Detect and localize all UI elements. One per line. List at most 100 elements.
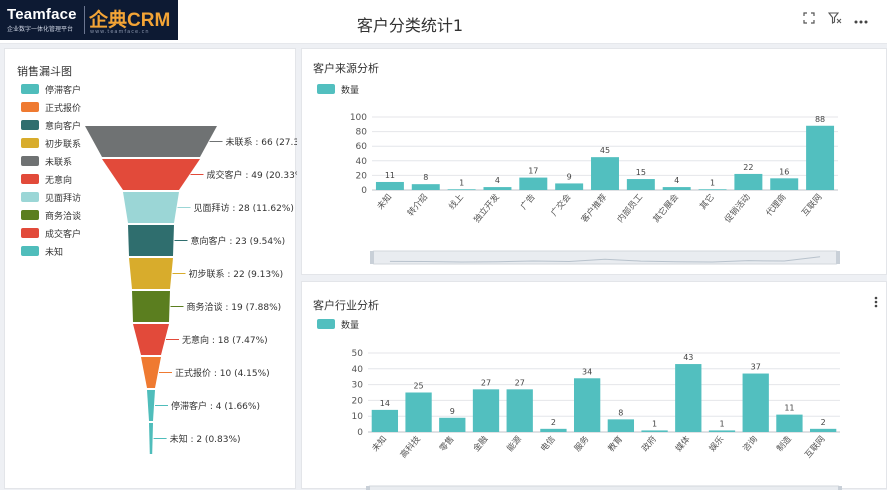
x-tick-label: 服务 — [572, 433, 592, 453]
legend-swatch — [21, 156, 39, 166]
panel-more-icon[interactable] — [874, 296, 878, 310]
bar-value-label: 88 — [815, 115, 825, 124]
legend-swatch — [21, 120, 39, 130]
x-tick-label: 内部员工 — [615, 191, 646, 224]
bar[interactable] — [375, 181, 404, 190]
funnel-segment[interactable] — [133, 324, 169, 355]
legend-item[interactable]: 未知 — [21, 242, 81, 260]
bar[interactable] — [506, 389, 533, 432]
funnel-label: 成交客户 : 49 (20.33%) — [207, 169, 298, 181]
funnel-segment[interactable] — [85, 126, 217, 157]
legend-item[interactable]: 正式报价 — [21, 98, 81, 116]
bar[interactable] — [698, 189, 727, 190]
legend-item[interactable]: 意向客户 — [21, 116, 81, 134]
bar[interactable] — [447, 189, 476, 190]
datazoom-handle-left[interactable] — [366, 486, 370, 490]
bar[interactable] — [708, 430, 736, 432]
bar-value-label: 8 — [423, 173, 428, 182]
x-tick-label: 代理商 — [764, 192, 789, 219]
funnel-segment[interactable] — [149, 423, 153, 454]
legend-label: 停滞客户 — [45, 85, 82, 96]
app-header: Teamface 企业数字一体化管理平台 企典CRM www.teamface.… — [0, 0, 887, 44]
bar-value-label: 11 — [784, 404, 794, 413]
bar[interactable] — [675, 364, 702, 432]
bar[interactable] — [483, 187, 512, 190]
legend-item[interactable]: 无意向 — [21, 170, 81, 188]
more-icon[interactable] — [852, 12, 870, 30]
funnel-segment[interactable] — [147, 390, 155, 421]
bar[interactable] — [573, 378, 601, 432]
bar[interactable] — [806, 125, 835, 190]
funnel-segment[interactable] — [141, 357, 161, 388]
datazoom-handle-left[interactable] — [370, 251, 374, 264]
y-tick-label: 10 — [352, 412, 364, 422]
datazoom-handle-right[interactable] — [838, 486, 842, 490]
legend-label: 数量 — [341, 85, 360, 96]
fullscreen-icon[interactable] — [800, 12, 818, 30]
bar-value-label: 22 — [743, 163, 753, 172]
legend-label: 未知 — [45, 247, 64, 258]
funnel-segment[interactable] — [132, 291, 170, 322]
y-tick-label: 80 — [356, 128, 368, 138]
filter-icon[interactable] — [826, 12, 844, 30]
legend-item[interactable]: 停滞客户 — [21, 80, 81, 98]
x-tick-label: 金融 — [471, 433, 491, 453]
y-tick-label: 0 — [357, 428, 363, 438]
industry-legend-item[interactable]: 数量 — [317, 315, 359, 333]
x-tick-label: 互联网 — [800, 193, 824, 219]
bar[interactable] — [770, 178, 799, 190]
legend-swatch — [317, 319, 335, 329]
bar[interactable] — [809, 428, 837, 432]
legend-label: 未联系 — [45, 157, 73, 168]
legend-item[interactable]: 商务洽谈 — [21, 206, 81, 224]
bar[interactable] — [662, 187, 691, 190]
legend-item[interactable]: 未联系 — [21, 152, 81, 170]
bar[interactable] — [734, 173, 763, 190]
industry-title: 客户行业分析 — [313, 299, 379, 312]
teamface-logo[interactable]: Teamface 企业数字一体化管理平台 企典CRM www.teamface.… — [0, 0, 178, 40]
x-tick-label: 客户推荐 — [579, 191, 610, 224]
funnel-label: 初步联系 : 22 (9.13%) — [189, 268, 284, 280]
bar[interactable] — [591, 157, 619, 190]
bar[interactable] — [411, 184, 440, 190]
bar[interactable] — [626, 179, 655, 190]
x-tick-label: 电信 — [538, 433, 558, 453]
funnel-segment[interactable] — [102, 159, 200, 190]
bar[interactable] — [776, 414, 803, 432]
bar[interactable] — [519, 177, 548, 190]
bar-value-label: 1 — [710, 178, 715, 187]
legend-item[interactable]: 初步联系 — [21, 134, 81, 152]
logo-url: www.teamface.cn — [90, 29, 150, 35]
legend-label: 意向客户 — [45, 121, 82, 132]
funnel-label: 停滞客户 : 4 (1.66%) — [171, 400, 260, 412]
bar-value-label: 27 — [515, 378, 525, 387]
y-tick-label: 20 — [356, 171, 368, 181]
bar[interactable] — [371, 409, 399, 432]
bar[interactable] — [742, 373, 769, 432]
x-tick-label: 广交会 — [549, 191, 574, 218]
bar-value-label: 4 — [674, 176, 679, 185]
bar[interactable] — [472, 389, 500, 432]
bar[interactable] — [607, 419, 635, 432]
bar[interactable] — [555, 183, 584, 190]
funnel-segment[interactable] — [128, 225, 174, 256]
x-tick-label: 线上 — [447, 191, 467, 211]
y-tick-label: 20 — [352, 396, 364, 406]
bar-value-label: 43 — [683, 353, 693, 362]
funnel-label: 正式报价 : 10 (4.15%) — [175, 367, 270, 379]
datazoom-slider[interactable] — [367, 485, 841, 490]
bar-value-label: 9 — [567, 172, 572, 181]
bar[interactable] — [540, 428, 567, 432]
bar[interactable] — [439, 417, 466, 432]
legend-item[interactable]: 成交客户 — [21, 224, 81, 242]
source-legend-item[interactable]: 数量 — [317, 80, 359, 98]
legend-label: 初步联系 — [45, 139, 82, 150]
legend-swatch — [21, 102, 39, 112]
funnel-segment[interactable] — [129, 258, 173, 289]
legend-item[interactable]: 见面拜访 — [21, 188, 81, 206]
bar[interactable] — [405, 392, 432, 433]
x-tick-label: 其它展会 — [651, 191, 682, 224]
bar[interactable] — [641, 430, 668, 432]
datazoom-handle-right[interactable] — [836, 251, 840, 264]
funnel-segment[interactable] — [123, 192, 179, 223]
